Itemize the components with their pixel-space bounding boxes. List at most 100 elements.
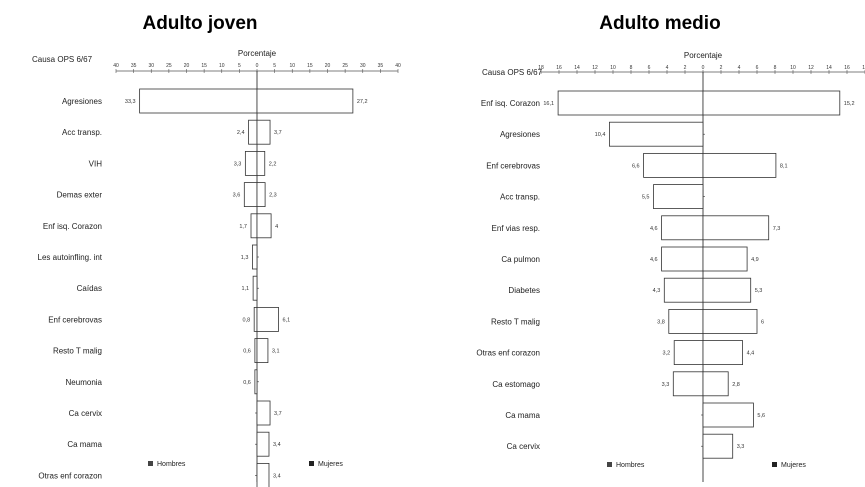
bar-mujeres xyxy=(256,306,279,332)
value-label-mujeres: 27,2 xyxy=(357,99,368,105)
value-label-hombres: 4,3 xyxy=(653,288,661,294)
category-label: Ca cervix xyxy=(69,409,102,418)
bar-mujeres xyxy=(702,152,777,178)
x-tick-label: 15 xyxy=(307,63,313,69)
bar-mujeres xyxy=(256,400,271,426)
category-label: Neumonia xyxy=(66,378,103,387)
category-label: Enf cerebrovas xyxy=(48,315,102,324)
value-label-hombres: 33,3 xyxy=(125,99,136,105)
bar-hombres xyxy=(139,88,258,114)
category-label: Otras enf corazon xyxy=(476,349,540,358)
x-tick-label: 2 xyxy=(720,65,723,71)
bar-mujeres xyxy=(256,88,354,114)
legend-swatch-mujeres xyxy=(309,461,314,466)
bar-hombres xyxy=(663,277,704,303)
value-label-hombres: 1,7 xyxy=(239,224,247,230)
legend-label-mujeres: Mujeres xyxy=(318,461,343,468)
value-label-mujeres: 15,2 xyxy=(844,101,855,107)
legend-swatch-mujeres xyxy=(772,462,777,467)
category-label: Ca mama xyxy=(505,411,540,420)
x-tick-label: 16 xyxy=(556,65,562,71)
value-label-mujeres: 3,3 xyxy=(737,444,745,450)
bar-mujeres xyxy=(702,215,770,241)
value-label-mujeres: 4 xyxy=(275,224,278,230)
bar-mujeres xyxy=(256,182,266,208)
x-tick-label: 0 xyxy=(702,65,705,71)
legend-label-hombres: Hombres xyxy=(157,461,186,468)
value-label-hombres: 6,6 xyxy=(632,163,640,169)
bar-mujeres xyxy=(702,277,752,303)
value-label-hombres: 1,1 xyxy=(241,286,249,292)
bar-mujeres xyxy=(256,213,272,239)
value-label-mujeres: 4,9 xyxy=(751,257,759,263)
value-label-mujeres: 5,3 xyxy=(755,288,763,294)
value-label-mujeres: 3,4 xyxy=(273,473,281,479)
category-label: VIH xyxy=(89,159,103,168)
x-tick-label: 5 xyxy=(273,63,276,69)
x-tick-label: 30 xyxy=(148,63,154,69)
category-label: Ca pulmon xyxy=(501,255,540,264)
value-label-mujeres: 3,4 xyxy=(273,442,281,448)
value-label-hombres: 4,6 xyxy=(650,226,658,232)
bar-mujeres xyxy=(702,340,743,366)
value-label-hombres: 5,5 xyxy=(642,195,650,201)
value-label-hombres: 4,6 xyxy=(650,257,658,263)
bar-hombres xyxy=(661,215,704,241)
category-label: Ca cervix xyxy=(507,442,540,451)
x-tick-label: 6 xyxy=(648,65,651,71)
bar-mujeres xyxy=(702,371,729,397)
x-tick-label: 0 xyxy=(256,63,259,69)
bar-hombres xyxy=(252,244,258,270)
x-tick-label: 25 xyxy=(166,63,172,69)
category-label: Demas exter xyxy=(57,191,103,200)
x-tick-label: 20 xyxy=(325,63,331,69)
x-tick-label: 40 xyxy=(395,63,401,69)
value-label-mujeres: 5,6 xyxy=(757,413,765,419)
category-label: Acc transp. xyxy=(500,193,540,202)
bar-mujeres xyxy=(256,150,266,176)
category-label: Enf vias resp. xyxy=(492,224,540,233)
x-tick-label: 5 xyxy=(238,63,241,69)
bar-mujeres xyxy=(256,431,270,457)
value-label-hombres: 0,6 xyxy=(243,349,251,355)
bar-mujeres xyxy=(702,90,841,116)
bar-hombres xyxy=(243,182,258,208)
x-tick-label: 35 xyxy=(131,63,137,69)
value-label-mujeres: 2,3 xyxy=(269,193,277,199)
value-label-mujeres: 6 xyxy=(761,319,764,325)
category-label: Enf isq. Corazon xyxy=(481,99,540,108)
category-label: Ca estomago xyxy=(492,380,540,389)
x-tick-label: 6 xyxy=(756,65,759,71)
category-label: Acc transp. xyxy=(62,128,102,137)
x-tick-label: 25 xyxy=(342,63,348,69)
category-label: Enf isq. Corazon xyxy=(43,222,102,231)
category-label: Agresiones xyxy=(62,97,102,106)
x-tick-label: 4 xyxy=(666,65,669,71)
value-label-hombres: 16,1 xyxy=(543,101,554,107)
category-label: Resto T malig xyxy=(53,347,102,356)
value-label-hombres: 0,8 xyxy=(243,317,251,323)
category-header: Causa OPS 6/67 xyxy=(32,55,93,64)
value-label-mujeres: 7,3 xyxy=(773,226,781,232)
value-label-hombres: 1,3 xyxy=(241,255,249,261)
legend-swatch-hombres xyxy=(148,461,153,466)
bar-hombres xyxy=(673,340,704,366)
category-label: Les autoinfling. int xyxy=(38,253,103,262)
x-tick-label: 10 xyxy=(289,63,295,69)
category-label: Caídas xyxy=(77,284,102,293)
value-label-mujeres: 2,8 xyxy=(732,382,740,388)
x-tick-label: 14 xyxy=(826,65,832,71)
category-label: Diabetes xyxy=(508,286,540,295)
x-tick-label: 8 xyxy=(630,65,633,71)
bar-hombres xyxy=(250,213,258,239)
x-tick-label: 8 xyxy=(774,65,777,71)
legend-swatch-hombres xyxy=(607,462,612,467)
value-label-hombres: 10,4 xyxy=(595,132,606,138)
bar-mujeres xyxy=(702,308,758,334)
value-label-mujeres: 6,1 xyxy=(283,317,291,323)
x-tick-label: 10 xyxy=(610,65,616,71)
category-label: Resto T malig xyxy=(491,317,540,326)
